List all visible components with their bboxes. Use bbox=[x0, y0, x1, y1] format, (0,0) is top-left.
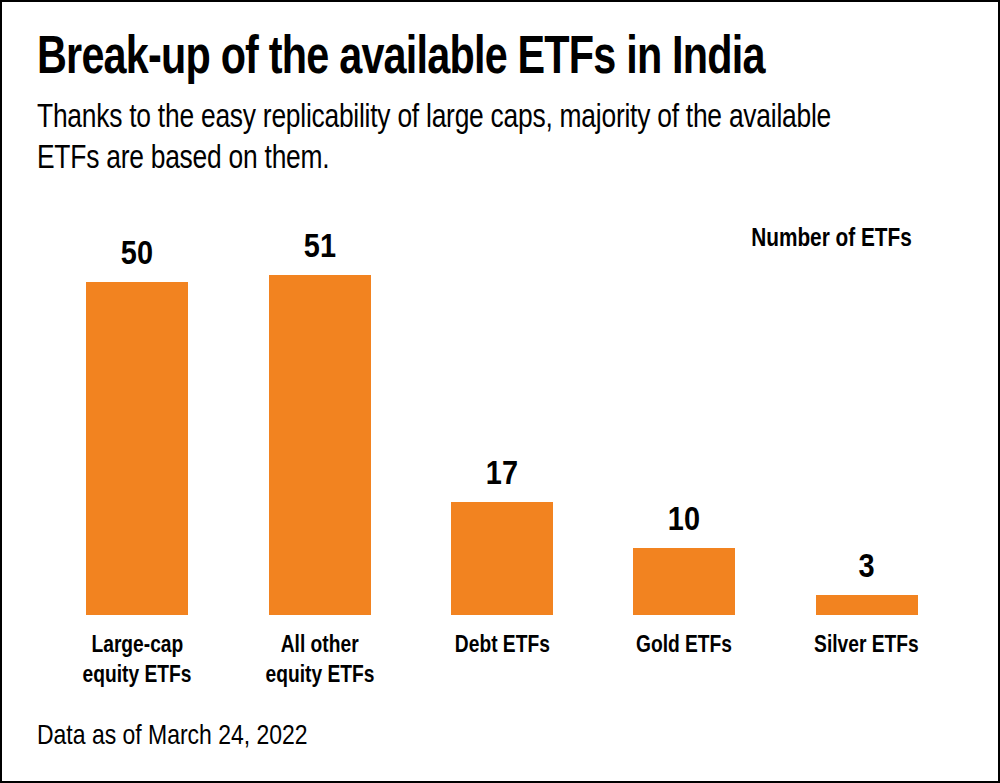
category-label-text: All other bbox=[281, 629, 359, 659]
page-title: Break-up of the available ETFs in India bbox=[37, 26, 970, 84]
chart-subtitle: Thanks to the easy replicability of larg… bbox=[37, 95, 1000, 177]
category-label-text: equity ETFs bbox=[265, 659, 374, 689]
bar-value-label: 51 bbox=[228, 228, 410, 262]
bar-all-other-equity-etfs bbox=[269, 275, 371, 615]
page-title-text: Break-up of the available ETFs in India bbox=[37, 26, 765, 84]
category-label-text: Gold ETFs bbox=[636, 629, 732, 659]
bar-category-label-gold-etfs: Gold ETFs bbox=[593, 629, 775, 659]
subtitle-line-text: Thanks to the easy replicability of larg… bbox=[37, 95, 831, 136]
bar-value-label: 50 bbox=[46, 235, 228, 269]
category-label-text: equity ETFs bbox=[83, 659, 192, 689]
bar-category-label-silver-etfs: Silver ETFs bbox=[776, 629, 958, 659]
category-label-line: Silver ETFs bbox=[776, 629, 958, 659]
bar-category-label-all-other-equity-etfs: All otherequity ETFs bbox=[228, 629, 410, 689]
axis-unit-label: Number of ETFs bbox=[711, 222, 912, 252]
bar-value-text: 3 bbox=[859, 548, 875, 582]
bar-value-label: 10 bbox=[593, 501, 775, 535]
axis-unit-label-text: Number of ETFs bbox=[751, 222, 912, 252]
bar-value-text: 10 bbox=[668, 501, 700, 535]
bar-gold-etfs bbox=[633, 548, 735, 615]
category-label-text: Silver ETFs bbox=[814, 629, 919, 659]
data-asof-note: Data as of March 24, 2022 bbox=[37, 718, 367, 752]
chart-card: Break-up of the available ETFs in India … bbox=[0, 0, 1000, 783]
bar-category-label-large-cap-equity-etfs: Large-capequity ETFs bbox=[46, 629, 228, 689]
category-label-text: Large-cap bbox=[91, 629, 183, 659]
bar-category-label-debt-etfs: Debt ETFs bbox=[411, 629, 593, 659]
bar-value-text: 50 bbox=[121, 235, 153, 269]
bar-value-text: 51 bbox=[304, 228, 336, 262]
bar-silver-etfs bbox=[816, 595, 918, 615]
category-label-line: Debt ETFs bbox=[411, 629, 593, 659]
subtitle-line: Thanks to the easy replicability of larg… bbox=[37, 95, 1000, 136]
data-asof-note-text: Data as of March 24, 2022 bbox=[37, 718, 308, 752]
category-label-text: Debt ETFs bbox=[455, 629, 550, 659]
subtitle-line: ETFs are based on them. bbox=[37, 136, 1000, 177]
subtitle-line-text: ETFs are based on them. bbox=[37, 136, 329, 177]
bar-value-label: 3 bbox=[776, 548, 958, 582]
category-label-line: equity ETFs bbox=[46, 659, 228, 689]
category-label-line: Large-cap bbox=[46, 629, 228, 659]
category-label-line: equity ETFs bbox=[228, 659, 410, 689]
bar-value-label: 17 bbox=[411, 455, 593, 489]
bar-value-text: 17 bbox=[486, 455, 518, 489]
category-label-line: All other bbox=[228, 629, 410, 659]
bar-debt-etfs bbox=[451, 502, 553, 615]
bar-large-cap-equity-etfs bbox=[86, 282, 188, 616]
category-label-line: Gold ETFs bbox=[593, 629, 775, 659]
